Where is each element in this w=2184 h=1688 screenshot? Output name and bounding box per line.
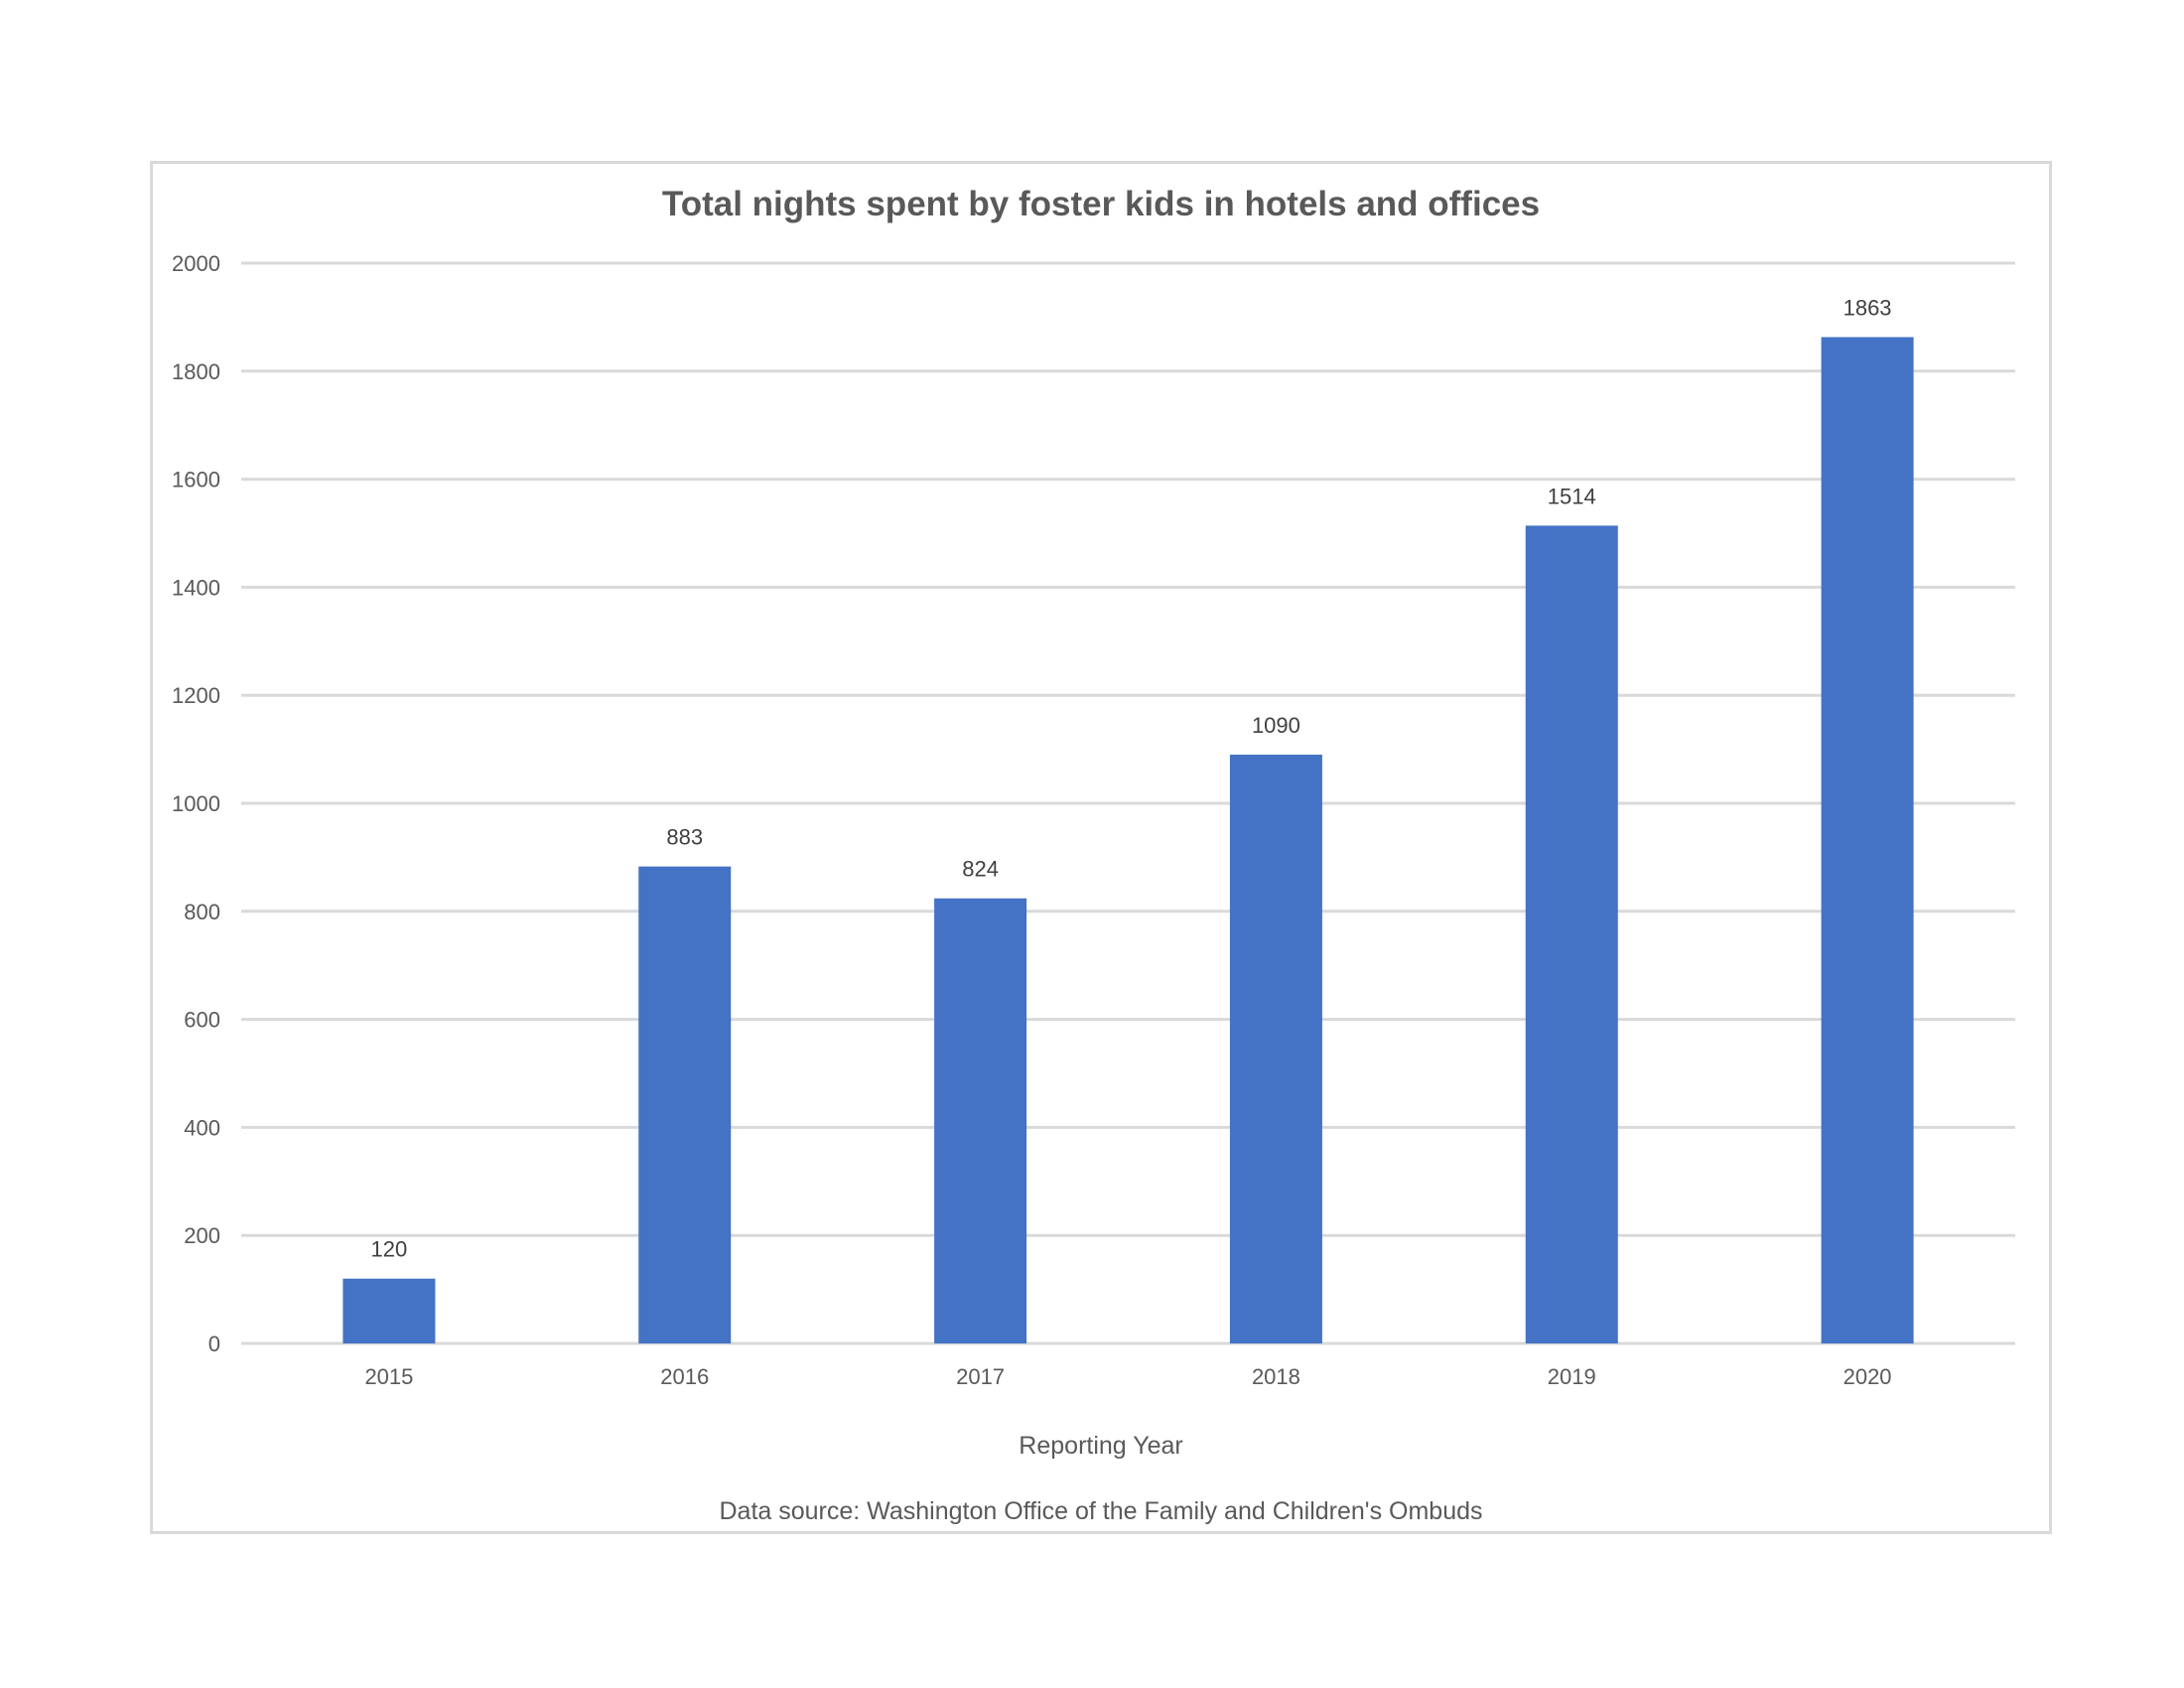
x-axis-tick-labels: 2015 2016 2017 2018 2019 2020 [364,1364,1891,1389]
gridlines [241,261,2015,1345]
bar [1821,337,1914,1343]
y-axis-tick-labels: 0 200 400 600 800 1000 1200 1400 1600 1800 2000 [172,251,220,1356]
y-tick-label: 800 [184,900,220,924]
x-tick-label: 2016 [660,1364,709,1389]
y-tick-label: 1800 [172,359,220,384]
data-source-note: Data source: Washington Office of the Fa… [719,1497,1483,1525]
chart-title: Total nights spent by foster kids in hot… [661,185,1541,223]
data-labels: 120 883 824 1090 1514 1863 [371,296,1892,1262]
x-tick-label: 2020 [1843,1364,1892,1389]
y-tick-label: 1600 [172,468,220,492]
bars [342,337,1914,1343]
bar [1229,755,1322,1343]
y-tick-label: 1000 [172,791,220,816]
y-tick-label: 400 [184,1115,220,1140]
data-label: 1514 [1548,484,1596,508]
data-label: 824 [962,857,999,882]
y-tick-label: 1200 [172,683,220,708]
data-label: 1863 [1843,296,1892,321]
y-tick-label: 600 [184,1008,220,1033]
y-tick-label: 2000 [172,251,220,276]
y-tick-label: 200 [184,1223,220,1248]
data-label: 120 [371,1237,408,1262]
chart-frame [150,161,2052,1534]
x-tick-label: 2017 [956,1364,1005,1389]
bar [934,898,1027,1343]
y-tick-label: 0 [208,1332,220,1356]
bar [1525,525,1618,1343]
y-tick-label: 1400 [172,575,220,600]
data-label: 1090 [1252,713,1300,738]
bar [638,866,732,1343]
x-tick-label: 2019 [1548,1364,1596,1389]
bar [342,1278,436,1343]
x-tick-label: 2018 [1252,1364,1300,1389]
x-axis-title: Reporting Year [1019,1432,1183,1460]
data-label: 883 [666,825,703,850]
x-tick-label: 2015 [364,1364,413,1389]
